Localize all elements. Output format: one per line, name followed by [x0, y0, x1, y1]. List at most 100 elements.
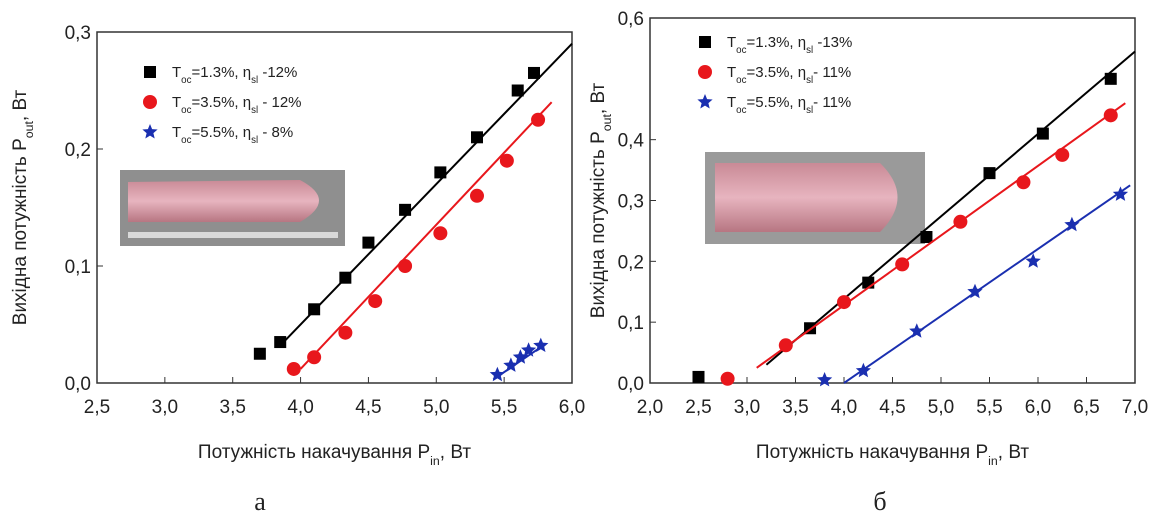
subscript: in — [430, 454, 440, 468]
marker-circle — [953, 215, 967, 229]
x-tick-label: 4,5 — [355, 397, 381, 418]
y-tick-label: 0,0 — [618, 374, 644, 395]
legend-marker — [144, 66, 156, 78]
marker-square — [254, 348, 266, 360]
marker-square — [362, 237, 374, 249]
marker-circle — [287, 362, 301, 376]
marker-square — [693, 371, 705, 383]
panel-caption: а — [254, 487, 266, 516]
y-tick-label: 0,1 — [618, 313, 644, 334]
label-part: , Вт — [10, 89, 31, 121]
legend-label: Toc=5.5%, ηsl - 8% — [172, 124, 293, 146]
label-part: -12% — [258, 64, 297, 81]
marker-square — [274, 336, 286, 348]
x-tick-label: 4,0 — [287, 397, 313, 418]
label-part: =1.3%, η — [191, 64, 251, 81]
marker-circle — [470, 189, 484, 203]
subscript: sl — [806, 45, 813, 56]
legend-label: Toc=3.5%, ηsl - 12% — [172, 94, 302, 116]
y-axis-label: Вихідна потужність Pout, Вт — [10, 89, 36, 325]
x-tick-label: 5,5 — [491, 397, 517, 418]
x-tick-label: 5,0 — [928, 397, 954, 418]
x-tick-label: 6,0 — [1025, 397, 1051, 418]
label-part: - 12% — [258, 94, 301, 111]
x-tick-label: 2,5 — [84, 397, 110, 418]
marker-square — [399, 204, 411, 216]
marker-circle — [307, 350, 321, 364]
y-tick-label: 0,1 — [65, 257, 91, 278]
inset-photo-b — [705, 152, 925, 244]
legend-marker — [142, 124, 157, 139]
label-part: =3.5%, η — [746, 64, 806, 81]
label-part: , Вт — [998, 442, 1030, 463]
subscript: oc — [181, 135, 191, 146]
subscript: sl — [806, 75, 813, 86]
x-tick-label: 3,0 — [734, 397, 760, 418]
x-tick-label: 5,0 — [423, 397, 449, 418]
marker-square — [1037, 128, 1049, 140]
y-tick-label: 0,0 — [65, 374, 91, 395]
marker-circle — [1104, 108, 1118, 122]
marker-circle — [721, 372, 735, 386]
y-tick-label: 0,3 — [618, 192, 644, 213]
legend-label: Toc=1.3%, ηsl -13% — [727, 34, 852, 56]
marker-circle — [398, 259, 412, 273]
marker-square — [339, 272, 351, 284]
x-axis-label: Потужність накачування Pin, Вт — [198, 442, 471, 468]
marker-star — [503, 357, 518, 372]
label-part: T — [172, 124, 181, 141]
label-part: Вихідна потужність P — [10, 138, 31, 325]
y-axis-label: Вихідна потужність Pout, Вт — [588, 82, 614, 318]
subscript: out — [22, 121, 36, 139]
marker-square — [308, 303, 320, 315]
y-tick-label: 0,2 — [65, 140, 91, 161]
x-tick-label: 2,0 — [637, 397, 663, 418]
x-tick-label: 7,0 — [1122, 397, 1148, 418]
marker-circle — [433, 226, 447, 240]
subscript: sl — [251, 135, 258, 146]
label-part: Вихідна потужність P — [588, 131, 609, 318]
subscript: in — [988, 454, 998, 468]
panel-caption: б — [873, 487, 886, 516]
legend-marker — [697, 94, 712, 109]
y-tick-label: 0,2 — [618, 252, 644, 273]
label-part: T — [727, 94, 736, 111]
label-part: Потужність накачування P — [756, 442, 988, 463]
label-part: T — [172, 64, 181, 81]
label-part: Потужність накачування P — [198, 442, 430, 463]
y-tick-label: 0,3 — [65, 23, 91, 44]
marker-square — [920, 231, 932, 243]
subscript: oc — [736, 105, 746, 116]
marker-square — [528, 67, 540, 79]
subscript: out — [600, 114, 614, 132]
label-part: =3.5%, η — [191, 94, 251, 111]
marker-circle — [531, 113, 545, 127]
label-part: , Вт — [440, 442, 472, 463]
subscript: oc — [181, 75, 191, 86]
x-tick-label: 3,5 — [782, 397, 808, 418]
label-part: T — [727, 34, 736, 51]
x-tick-label: 3,0 — [152, 397, 178, 418]
legend-label: Toc=5.5%, ηsl- 11% — [727, 94, 851, 116]
page: 2,5 3,0 3,5 4,0 4,5 5,0 5,5 6,0 0,0 0,1 0,2 0,3 Поту… — [0, 0, 1175, 517]
subscript: sl — [806, 105, 813, 116]
label-part: T — [727, 64, 736, 81]
marker-star — [817, 372, 832, 386]
marker-circle — [837, 295, 851, 309]
marker-square — [512, 85, 524, 97]
label-part: T — [172, 94, 181, 111]
legend-marker — [143, 95, 157, 109]
subscript: sl — [251, 75, 258, 86]
label-part: =5.5%, η — [746, 94, 806, 111]
x-tick-label: 6,0 — [559, 397, 585, 418]
subscript: oc — [736, 45, 746, 56]
x-tick-label: 2,5 — [685, 397, 711, 418]
label-part: - 11% — [813, 94, 851, 111]
marker-star — [490, 367, 505, 382]
subscript: oc — [181, 105, 191, 116]
y-tick-label: 0,4 — [618, 131, 645, 152]
label-part: , Вт — [588, 82, 609, 114]
marker-circle — [368, 294, 382, 308]
label-part: -13% — [813, 34, 852, 51]
label-part: =1.3%, η — [746, 34, 806, 51]
